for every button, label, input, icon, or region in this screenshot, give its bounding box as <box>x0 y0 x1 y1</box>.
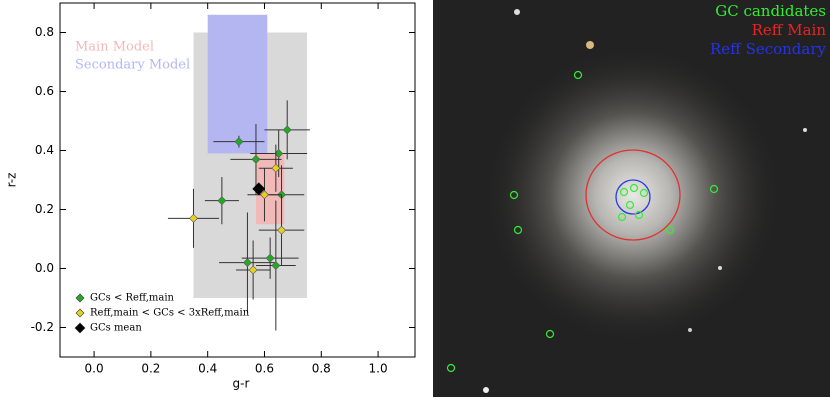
gc-candidates <box>446 70 719 373</box>
star <box>803 128 807 132</box>
gc-candidate <box>665 225 675 235</box>
point <box>217 196 227 206</box>
y-tick-label: 0.4 <box>35 143 54 157</box>
point <box>189 213 198 223</box>
x-axis-label: g-r <box>233 377 250 391</box>
x-tick-label: 1.0 <box>369 362 388 376</box>
star <box>718 266 722 270</box>
plot-frame <box>59 2 416 358</box>
model-region <box>207 14 268 154</box>
sky-image <box>433 0 830 397</box>
point <box>271 163 281 173</box>
legend-marker <box>75 293 85 303</box>
gc-candidate <box>634 210 644 220</box>
legend-label: Reff,main < GCs < 3xReff,main <box>90 308 250 319</box>
reff-secondary-circle <box>615 179 651 215</box>
legend-label: GCs mean <box>90 323 142 334</box>
point <box>243 258 252 268</box>
y-tick-label: -0.2 <box>31 320 54 334</box>
gc-candidate <box>573 70 583 80</box>
x-tick-label: 0.0 <box>85 362 104 376</box>
gc-candidate <box>513 225 523 235</box>
image-legend-label: Reff Secondary <box>710 40 827 58</box>
point <box>282 125 292 135</box>
y-tick-label: 0.0 <box>35 261 54 275</box>
galaxy-glow <box>483 45 783 345</box>
image-legend-label: Reff Main <box>752 21 827 39</box>
star <box>688 328 692 332</box>
y-tick-label: 0.6 <box>35 84 54 98</box>
point <box>234 137 244 147</box>
star <box>514 9 520 15</box>
legend-marker <box>74 322 86 334</box>
x-tick-label: 0.6 <box>255 362 274 376</box>
star <box>483 387 489 393</box>
y-tick-label: 0.2 <box>35 202 54 216</box>
image-legend-label: GC candidates <box>715 2 826 20</box>
gc-candidate <box>625 200 635 210</box>
region-label: Secondary Model <box>75 58 190 73</box>
x-tick-label: 0.4 <box>198 362 217 376</box>
point <box>277 225 286 235</box>
point <box>260 190 269 200</box>
legend-marker <box>75 308 85 318</box>
y-axis-label: r-z <box>5 173 19 188</box>
gc-candidate <box>545 329 555 339</box>
point <box>271 261 281 270</box>
x-tick-label: 0.2 <box>141 362 160 376</box>
gc-candidate <box>509 190 519 200</box>
gc-candidate <box>617 212 627 222</box>
gc-candidate <box>629 183 639 193</box>
legend-label: GCs < Reff,main <box>90 293 175 304</box>
x-tick-label: 0.8 <box>312 362 331 376</box>
region-label: Main Model <box>75 40 154 55</box>
gc-candidate <box>639 188 649 198</box>
y-tick-label: 0.8 <box>35 25 54 39</box>
gc-candidate <box>709 184 719 194</box>
star <box>586 41 594 49</box>
gc-candidate <box>619 187 629 197</box>
point <box>252 182 266 196</box>
point <box>251 154 261 164</box>
gc-candidate <box>446 363 456 373</box>
point <box>265 253 275 263</box>
point <box>248 265 258 275</box>
reff-main-circle <box>585 149 681 241</box>
